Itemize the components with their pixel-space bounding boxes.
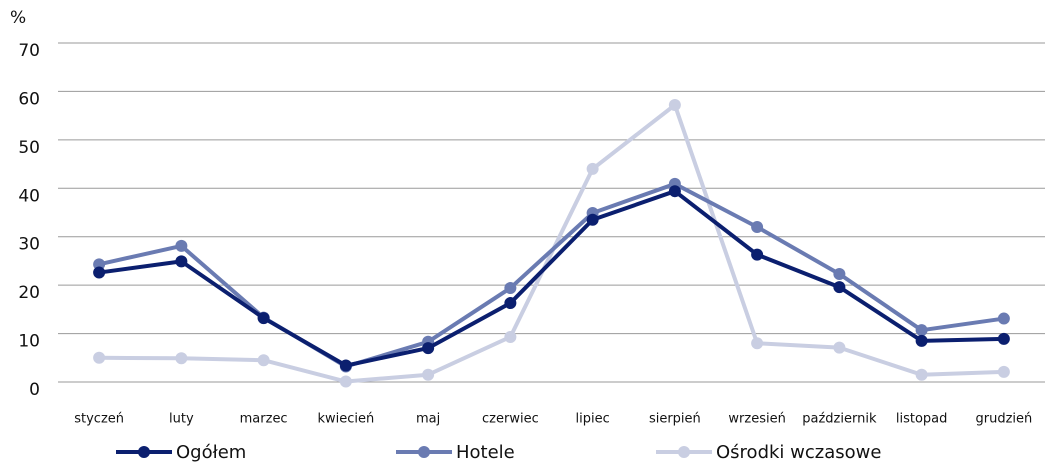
y-tick-label: 0: [29, 380, 40, 400]
data-point: [997, 332, 1010, 345]
data-point: [751, 248, 764, 261]
data-point: [997, 365, 1010, 378]
data-point: [833, 281, 846, 294]
legend-marker: [138, 446, 150, 458]
y-tick-label: 70: [18, 41, 40, 61]
y-tick-label: 50: [18, 138, 40, 158]
data-point: [668, 98, 681, 111]
x-tick-label: lipiec: [576, 412, 610, 427]
data-point: [422, 368, 435, 381]
data-point: [997, 312, 1010, 325]
data-point: [504, 330, 517, 343]
data-point: [175, 255, 188, 268]
legend-label: Ośrodki wczasowe: [716, 442, 881, 462]
data-point: [915, 334, 928, 347]
x-tick-label: maj: [416, 412, 440, 427]
data-point: [751, 337, 764, 350]
legend-label: Ogółem: [176, 442, 246, 462]
data-point: [504, 282, 517, 295]
x-tick-label: sierpień: [649, 412, 701, 427]
data-point: [833, 341, 846, 354]
y-tick-label: 20: [18, 283, 40, 303]
x-tick-label: wrzesień: [728, 412, 785, 427]
data-point: [422, 342, 435, 355]
x-tick-label: listopad: [896, 412, 948, 427]
data-point: [586, 213, 599, 226]
x-tick-label: kwiecień: [317, 412, 374, 427]
x-tick-label: luty: [169, 412, 194, 427]
data-point: [175, 352, 188, 365]
y-tick-label: 30: [18, 235, 40, 255]
y-axis-label: %: [10, 8, 26, 28]
data-point: [751, 221, 764, 234]
series-line: [98, 181, 1005, 369]
data-point: [339, 375, 352, 388]
data-point: [833, 268, 846, 281]
y-tick-label: 40: [18, 186, 40, 206]
data-point: [915, 368, 928, 381]
series-line: [98, 189, 1004, 368]
data-point: [175, 239, 188, 252]
data-point: [586, 162, 599, 175]
data-point: [93, 351, 106, 364]
x-tick-label: październik: [802, 412, 877, 427]
data-point: [668, 185, 681, 198]
x-tick-label: styczeń: [74, 412, 124, 427]
data-point: [339, 359, 352, 372]
y-tick-label: 10: [18, 332, 40, 352]
data-point: [93, 258, 106, 271]
legend-label: Hotele: [456, 442, 515, 462]
data-point: [93, 266, 106, 279]
data-point: [504, 297, 517, 310]
data-point: [257, 312, 270, 325]
data-point: [257, 354, 270, 367]
x-tick-label: marzec: [240, 412, 288, 427]
series-line: [99, 102, 1004, 384]
legend-marker: [678, 446, 690, 458]
y-tick-label: 60: [18, 89, 40, 109]
x-tick-label: grudzień: [975, 412, 1032, 427]
data-point: [915, 324, 928, 337]
legend-marker: [418, 446, 430, 458]
x-tick-label: czerwiec: [482, 412, 539, 427]
